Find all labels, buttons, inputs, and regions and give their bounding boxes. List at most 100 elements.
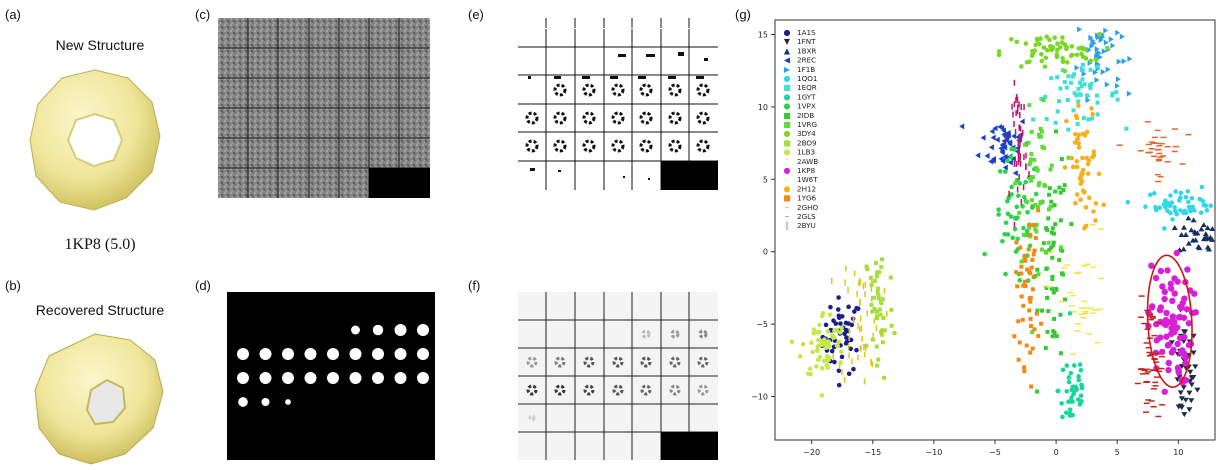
data-point <box>1017 278 1023 283</box>
data-point <box>1114 82 1120 89</box>
data-point <box>874 344 879 349</box>
data-point <box>1022 194 1027 200</box>
data-point <box>1079 171 1084 176</box>
data-point <box>1070 74 1075 79</box>
data-point <box>1085 161 1091 167</box>
series-2bo9 <box>864 257 897 380</box>
structure-id-caption: 1KP8 (5.0) <box>64 236 136 253</box>
legend-label: 2IDB <box>797 111 814 120</box>
data-point <box>838 321 843 326</box>
grayscale-slice-grid <box>518 292 718 460</box>
data-point <box>1068 399 1073 404</box>
data-point <box>1074 93 1079 98</box>
series-3dy4 <box>996 31 1110 74</box>
data-point <box>1062 183 1067 188</box>
recovered-structure-caption: Recovered Structure <box>35 302 165 318</box>
legend-label: 2GHO <box>797 203 819 212</box>
data-point <box>820 311 826 316</box>
data-point <box>1080 67 1085 72</box>
data-point <box>1073 131 1078 137</box>
data-point <box>1029 324 1034 329</box>
data-point <box>999 149 1005 156</box>
data-point <box>874 363 879 368</box>
data-point <box>1178 232 1185 238</box>
data-point <box>1167 203 1173 208</box>
data-point <box>1121 58 1127 65</box>
data-point <box>1183 306 1191 313</box>
segmented-blob <box>372 324 384 336</box>
panel-label-b: (b) <box>5 278 21 293</box>
segmented-blob <box>351 325 360 335</box>
data-point <box>1029 157 1034 162</box>
data-point <box>1078 197 1083 203</box>
data-point <box>1049 286 1054 291</box>
data-point <box>1012 334 1017 339</box>
data-point <box>878 312 883 317</box>
data-point <box>1013 181 1018 186</box>
data-point <box>1091 209 1096 214</box>
data-point <box>1078 368 1084 373</box>
data-point <box>1033 191 1039 197</box>
data-point <box>1202 231 1209 237</box>
data-point <box>889 307 894 312</box>
data-point <box>851 366 856 372</box>
data-point <box>1051 240 1056 245</box>
legend-marker: | <box>786 221 789 230</box>
data-point <box>1025 267 1030 272</box>
data-point <box>1046 207 1051 212</box>
data-point <box>1062 297 1067 302</box>
data-point <box>1119 33 1125 40</box>
data-point <box>1014 240 1019 245</box>
data-point <box>836 313 842 319</box>
data-point <box>1040 308 1045 313</box>
data-point <box>1194 387 1201 393</box>
panel-label-d: (d) <box>195 278 211 293</box>
data-point <box>1069 155 1075 161</box>
data-point <box>1027 103 1032 108</box>
data-point <box>1037 41 1042 47</box>
data-point <box>1036 183 1041 188</box>
data-point <box>1092 69 1098 76</box>
data-point <box>1004 137 1010 144</box>
data-point <box>1002 164 1008 171</box>
data-point <box>814 364 819 369</box>
data-point <box>789 339 795 345</box>
y-tick-label: 15 <box>758 30 768 39</box>
data-point <box>1148 303 1156 310</box>
data-point <box>1151 191 1157 196</box>
data-point <box>1031 275 1036 280</box>
data-point <box>1074 158 1080 164</box>
data-point <box>876 357 881 362</box>
data-point <box>1023 41 1029 46</box>
data-point <box>879 265 884 270</box>
data-point <box>1022 365 1027 370</box>
data-point <box>1054 334 1059 339</box>
data-point <box>869 302 874 307</box>
data-point <box>1179 347 1186 354</box>
data-point <box>1161 202 1167 207</box>
data-point <box>876 296 881 301</box>
data-point <box>1043 94 1048 99</box>
data-point <box>1089 81 1094 86</box>
data-point <box>1017 340 1022 345</box>
data-point <box>1171 318 1178 326</box>
segmented-blob <box>417 372 429 384</box>
data-point <box>1186 390 1193 396</box>
legend-label: 2GLS <box>797 212 816 221</box>
data-point <box>1036 333 1041 338</box>
data-point <box>1026 140 1031 145</box>
data-point <box>1021 232 1026 237</box>
data-point <box>1178 405 1185 411</box>
data-point <box>816 337 821 343</box>
data-point <box>1002 231 1007 237</box>
data-point <box>839 314 845 319</box>
data-point <box>1182 377 1190 384</box>
data-point <box>1035 204 1040 209</box>
data-point <box>807 366 813 372</box>
data-point <box>1062 80 1067 85</box>
data-point <box>1027 162 1032 167</box>
data-point <box>1183 194 1189 200</box>
data-point <box>1090 37 1096 44</box>
data-point <box>1180 246 1187 252</box>
legend-label: 1GYT <box>797 92 816 101</box>
